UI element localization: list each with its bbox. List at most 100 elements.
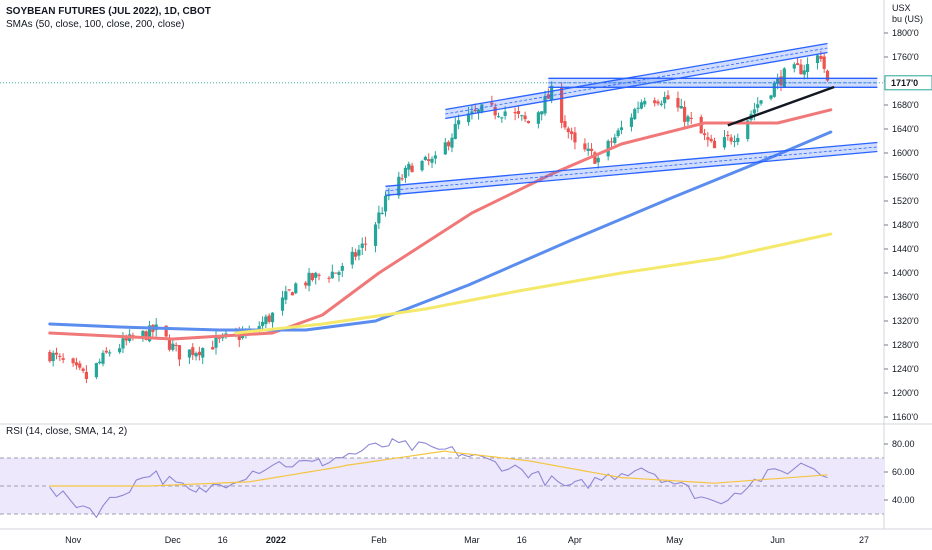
price-tick-label: 1600'0 xyxy=(892,148,919,158)
candle-body xyxy=(815,55,820,64)
channel-edge xyxy=(385,141,878,187)
candle-body xyxy=(290,292,295,296)
candle-body xyxy=(144,331,148,340)
price-axis: 1800'01760'01720'01680'01640'01600'01560… xyxy=(884,3,923,505)
price-tick-label: 1280'0 xyxy=(892,340,919,350)
channel-edge xyxy=(385,150,878,196)
candle-body xyxy=(453,124,457,139)
candle-body xyxy=(546,94,550,99)
candle-body xyxy=(560,87,564,123)
candle-body xyxy=(363,243,368,245)
candle-body xyxy=(98,361,102,364)
rsi-lines xyxy=(49,438,828,519)
candle-body xyxy=(420,160,424,171)
candle-body xyxy=(280,297,285,311)
candle-body xyxy=(457,120,461,125)
channel-band xyxy=(445,43,828,119)
candle-body xyxy=(639,102,643,109)
candle-body xyxy=(201,348,205,358)
candle-body xyxy=(403,167,408,178)
candle-body xyxy=(540,111,544,115)
candle-body xyxy=(756,104,760,108)
price-tick-label: 1160'0 xyxy=(892,412,918,422)
candlesticks xyxy=(48,51,830,384)
time-tick-label: Mar xyxy=(464,535,480,545)
candle-body xyxy=(686,116,690,122)
sma-100-line xyxy=(48,130,833,332)
candle-body xyxy=(513,111,517,114)
last-price-box xyxy=(884,75,932,91)
candle-body xyxy=(543,96,547,114)
time-tick-label: 2022 xyxy=(266,535,286,545)
candle-body xyxy=(340,266,344,271)
last-price-tag: 1717'0 xyxy=(884,75,932,91)
candle-body xyxy=(284,291,288,300)
candle-body xyxy=(746,120,750,139)
price-tick-label: 1680'0 xyxy=(892,100,919,110)
sma-50-line xyxy=(48,108,833,341)
candle-body xyxy=(407,163,411,170)
candle-body xyxy=(121,338,125,349)
candle-body xyxy=(357,249,361,256)
candle-body xyxy=(433,155,437,159)
candle-body xyxy=(377,212,381,224)
candle-body xyxy=(563,121,567,128)
last-price-text: 1717'0 xyxy=(891,78,918,88)
candle-body xyxy=(373,224,378,246)
candle-body xyxy=(633,109,637,120)
candle-body xyxy=(636,107,640,109)
candle-body xyxy=(400,178,404,180)
candle-body xyxy=(260,321,265,327)
candle-body xyxy=(729,137,733,142)
candle-body xyxy=(643,100,647,105)
candle-body xyxy=(171,343,175,350)
rsi-tick-label: 80.00 xyxy=(892,439,915,449)
candle-body xyxy=(317,274,321,276)
candle-body xyxy=(194,353,198,357)
candle-body xyxy=(466,113,471,123)
candle-body xyxy=(516,111,521,114)
price-tick-label: 1640'0 xyxy=(892,124,919,134)
price-tick-label: 1760'0 xyxy=(892,52,919,62)
candle-body xyxy=(191,347,195,356)
price-tick-label: 1560'0 xyxy=(892,172,919,182)
unit-label: bu (US) xyxy=(892,14,923,24)
candle-body xyxy=(78,363,82,368)
candle-body xyxy=(108,352,112,354)
time-tick-label: 16 xyxy=(517,535,527,545)
time-tick-label: Jun xyxy=(770,535,785,545)
price-tick-label: 1240'0 xyxy=(892,364,919,374)
channel-edge xyxy=(445,51,828,120)
candle-body xyxy=(659,103,663,105)
time-tick-label: May xyxy=(666,535,684,545)
candle-body xyxy=(613,137,617,143)
candle-body xyxy=(656,101,660,104)
candle-body xyxy=(596,157,600,163)
candle-body xyxy=(799,64,803,75)
candle-body xyxy=(450,137,454,148)
candle-body xyxy=(666,95,670,100)
candle-body xyxy=(397,176,401,196)
candle-body xyxy=(619,127,624,131)
channel-edge xyxy=(445,42,828,111)
candle-body xyxy=(712,140,717,149)
candle-body xyxy=(653,100,657,104)
candle-body xyxy=(410,165,414,173)
candle-body xyxy=(327,277,331,279)
sma-200-line xyxy=(234,232,833,335)
candle-body xyxy=(689,117,693,120)
candle-body xyxy=(353,252,358,257)
candle-body xyxy=(679,105,683,109)
price-tick-label: 1400'0 xyxy=(892,268,919,278)
candle-body xyxy=(573,132,577,143)
candle-body xyxy=(503,111,507,116)
candle-body xyxy=(496,116,501,118)
candle-body xyxy=(74,362,79,366)
channel-midline xyxy=(385,146,878,192)
candle-body xyxy=(772,82,776,97)
candle-body xyxy=(476,109,481,113)
grid xyxy=(0,0,932,530)
candle-body xyxy=(267,315,271,322)
candle-body xyxy=(802,70,806,75)
